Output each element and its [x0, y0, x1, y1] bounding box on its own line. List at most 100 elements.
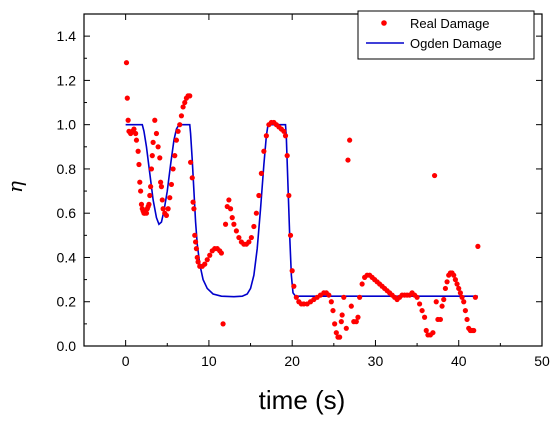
data-point-real-damage: [133, 130, 139, 137]
y-axis-label: η: [3, 181, 27, 193]
data-point-real-damage: [284, 153, 290, 159]
data-point-real-damage: [157, 155, 163, 161]
data-point-real-damage: [158, 179, 164, 185]
legend-box: [357, 10, 535, 60]
data-point-real-damage: [439, 303, 445, 309]
data-point-real-damage: [192, 239, 199, 245]
data-point-real-damage: [158, 184, 165, 190]
data-point-real-damage: [251, 223, 257, 230]
data-point-real-damage: [347, 137, 353, 143]
y-tick-label: 0.8: [57, 161, 77, 177]
data-point-real-damage: [419, 307, 425, 314]
x-tick-label: 10: [201, 353, 217, 369]
data-point-real-damage: [456, 285, 462, 292]
legend-marker-real-damage: [381, 20, 387, 26]
data-point-real-damage: [289, 268, 295, 274]
data-point-real-damage: [123, 60, 130, 66]
data-point-real-damage: [165, 206, 171, 212]
data-point-real-damage: [187, 93, 193, 99]
data-point-real-damage: [357, 294, 363, 300]
data-point-real-damage: [431, 172, 438, 179]
data-point-real-damage: [343, 325, 349, 331]
legend: Real Damage Ogden Damage: [357, 10, 535, 60]
data-point-real-damage: [159, 197, 165, 203]
data-point-real-damage: [191, 206, 197, 212]
x-axis-label: time (s): [259, 385, 346, 415]
data-point-real-damage: [248, 234, 254, 241]
y-tick-label: 0.0: [57, 338, 77, 354]
y-axis-ticks: 0.0 0.2 0.4 0.6 0.8 1.0 1.2 1.4: [57, 13, 542, 354]
data-point-real-damage: [135, 148, 141, 154]
data-point-real-damage: [173, 137, 180, 143]
data-point-real-damage: [133, 137, 140, 143]
data-point-real-damage: [423, 327, 429, 334]
x-tick-label: 50: [534, 353, 550, 369]
y-tick-label: 0.6: [57, 205, 77, 221]
data-point-real-damage: [229, 215, 235, 221]
data-point-real-damage: [261, 148, 267, 154]
data-point-real-damage: [287, 232, 294, 238]
x-tick-label: 20: [284, 353, 300, 369]
data-point-real-damage: [256, 192, 262, 199]
data-point-real-damage: [253, 210, 259, 216]
data-point-real-damage: [204, 257, 210, 263]
data-point-real-damage: [464, 316, 470, 323]
data-point-real-damage: [147, 192, 153, 199]
data-point-real-damage: [421, 314, 428, 320]
data-point-real-damage: [148, 184, 154, 190]
data-point-real-damage: [333, 330, 339, 336]
x-tick-label: 40: [451, 353, 467, 369]
legend-label-real-damage: Real Damage: [410, 16, 490, 31]
data-point-real-damage: [332, 321, 338, 327]
data-point-real-damage: [160, 206, 166, 212]
data-point-real-damage: [193, 246, 200, 252]
data-point-real-damage: [136, 161, 142, 168]
data-point-real-damage: [125, 117, 131, 123]
data-point-real-damage: [330, 307, 336, 314]
data-point-real-damage: [192, 232, 198, 238]
data-point-real-damage: [168, 181, 175, 188]
data-point-real-damage: [167, 195, 173, 201]
data-point-real-damage: [138, 188, 144, 194]
data-point-real-damage: [462, 307, 468, 314]
y-tick-label: 0.2: [57, 294, 77, 310]
data-point-real-damage: [475, 243, 481, 249]
data-point-real-damage: [246, 239, 252, 245]
data-point-real-damage: [341, 294, 347, 300]
x-axis-ticks: 0 10 20 30 40 50: [83, 14, 550, 369]
data-point-real-damage: [345, 157, 351, 163]
data-point-real-damage: [182, 99, 188, 106]
data-point-real-damage: [258, 170, 264, 176]
data-point-real-damage: [148, 166, 155, 172]
data-point-real-damage: [355, 314, 361, 320]
data-point-real-damage: [207, 252, 213, 258]
data-point-real-damage: [226, 197, 232, 203]
data-point-real-damage: [233, 228, 239, 234]
data-point-real-damage: [152, 117, 158, 123]
data-point-real-damage: [472, 294, 478, 300]
data-point-real-damage: [194, 254, 200, 261]
data-point-real-damage: [263, 133, 269, 139]
data-point-real-damage: [175, 128, 181, 134]
data-point-real-damage: [459, 294, 465, 300]
plot-area: [83, 13, 543, 347]
data-point-real-damage: [202, 261, 208, 267]
data-point-real-damage: [442, 285, 448, 292]
y-tick-label: 1.4: [57, 28, 77, 44]
data-point-real-damage: [326, 292, 332, 298]
data-point-real-damage: [461, 299, 467, 305]
data-point-real-damage: [195, 259, 201, 265]
data-point-real-damage: [454, 281, 460, 287]
y-tick-label: 1.0: [57, 117, 77, 133]
data-point-real-damage: [286, 192, 292, 199]
data-point-real-damage: [291, 283, 297, 289]
data-point-real-damage: [471, 327, 477, 334]
data-point-real-damage: [187, 159, 194, 165]
data-point-real-damage: [359, 281, 365, 287]
data-point-real-damage: [143, 210, 150, 216]
data-point-real-damage: [222, 221, 229, 227]
data-point-real-damage: [281, 128, 287, 134]
data-point-real-damage: [416, 301, 423, 307]
data-point-real-damage: [338, 319, 344, 325]
